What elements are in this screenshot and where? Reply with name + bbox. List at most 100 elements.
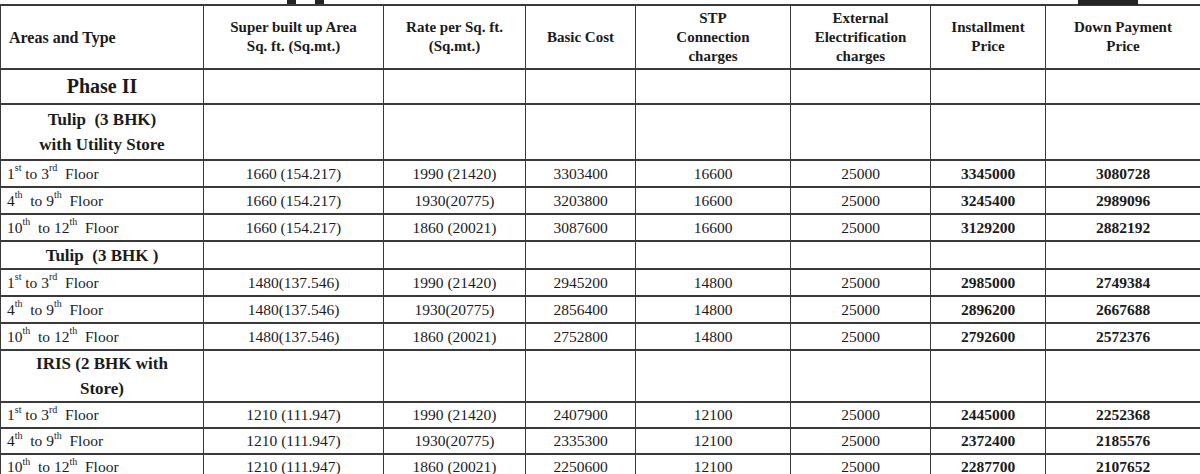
floor-text: 10 [7,219,23,236]
floor-text: Floor [57,406,98,423]
header-line: charges [795,47,926,66]
col-header-areas-and-type: Areas and Type [1,5,204,69]
basic-cost-cell: 2945200 [526,269,636,296]
ordinal-sup: st [15,404,22,415]
section-title-cell: Tulip (3 BHK ) [1,241,204,269]
table-row: 10th to 12th Floor 1660 (154.217) 1860 (… [1,214,1200,241]
empty-cell [526,104,636,160]
empty-cell [931,104,1046,160]
empty-cell [204,104,384,160]
floor-text: Floor [77,458,118,474]
down-payment-price-cell: 2749384 [1046,269,1200,296]
down-payment-price-cell: 2572376 [1046,323,1200,350]
floor-text: to 3 [21,406,49,423]
floor-text: Floor [62,301,103,318]
down-payment-price-cell: 2989096 [1046,187,1200,214]
floor-cell: 10th to 12th Floor [1,214,204,241]
ordinal-sup: th [15,298,23,309]
col-header-basic-cost: Basic Cost [526,5,636,69]
section-line: with Utility Store [5,132,199,157]
empty-cell [636,241,791,269]
col-header-external-electrification: ExternalElectrificationcharges [791,5,931,69]
stp-charges-cell: 14800 [636,269,791,296]
basic-cost-cell: 3203800 [526,187,636,214]
empty-cell [204,69,384,104]
basic-cost-cell: 2407900 [526,402,636,428]
down-payment-price-cell: 2185576 [1046,428,1200,454]
floor-text: Floor [62,432,103,449]
floor-text: to 12 [30,328,69,345]
basic-cost-cell: 2250600 [526,454,636,474]
floor-cell: 4th to 9th Floor [1,187,204,214]
header-line: Electrification [795,28,926,47]
empty-cell [791,350,931,402]
empty-cell [384,350,526,402]
empty-cell [791,104,931,160]
empty-cell [791,241,931,269]
floor-text: Floor [62,192,103,209]
area-cell: 1210 (111.947) [204,454,384,474]
col-header-stp-connection: STPConnectioncharges [636,5,791,69]
header-line: Down Payment [1050,18,1196,37]
rate-cell: 1990 (21420) [384,160,526,187]
section-title-cell: Tulip (3 BHK)with Utility Store [1,104,204,160]
col-header-down-payment-price: Down PaymentPrice [1046,5,1200,69]
header-line: Areas and Type [9,28,199,47]
floor-text: 10 [7,328,23,345]
stp-charges-cell: 14800 [636,296,791,323]
floor-text: to 9 [23,192,54,209]
header-line: External [795,9,926,28]
electrification-charges-cell: 25000 [791,454,931,474]
ordinal-sup: st [15,271,22,282]
floor-text: to 9 [23,432,54,449]
area-cell: 1480(137.546) [204,323,384,350]
table-row: 1st to 3rd Floor 1210 (111.947) 1990 (21… [1,402,1200,428]
floor-cell: 1st to 3rd Floor [1,160,204,187]
ordinal-sup: th [54,298,62,309]
basic-cost-cell: 2856400 [526,296,636,323]
area-cell: 1480(137.546) [204,296,384,323]
floor-text: to 9 [23,301,54,318]
installment-price-cell: 3129200 [931,214,1046,241]
rate-cell: 1930(20775) [384,428,526,454]
area-cell: 1660 (154.217) [204,160,384,187]
section-title-cell: IRIS (2 BHK withStore) [1,350,204,402]
section-line: Tulip (3 BHK) [5,107,199,132]
header-line: Basic Cost [530,28,631,47]
header-line: Sq. ft. (Sq.mt.) [208,37,379,56]
ordinal-sup: th [54,430,62,441]
installment-price-cell: 2372400 [931,428,1046,454]
electrification-charges-cell: 25000 [791,160,931,187]
header-line: Installment [935,18,1041,37]
electrification-charges-cell: 25000 [791,187,931,214]
stp-charges-cell: 12100 [636,454,791,474]
basic-cost-cell: 3303400 [526,160,636,187]
electrification-charges-cell: 25000 [791,323,931,350]
ordinal-sup: th [23,325,31,336]
floor-cell: 1st to 3rd Floor [1,402,204,428]
empty-cell [1046,69,1200,104]
empty-cell [204,350,384,402]
basic-cost-cell: 2335300 [526,428,636,454]
table-row: 10th to 12th Floor 1480(137.546) 1860 (2… [1,323,1200,350]
empty-cell [931,350,1046,402]
header-row: Areas and Type Super built up AreaSq. ft… [1,5,1200,69]
empty-cell [384,241,526,269]
ordinal-sup: th [69,456,77,467]
section-row: IRIS (2 BHK withStore) [1,350,1200,402]
down-payment-price-cell: 3080728 [1046,160,1200,187]
installment-price-cell: 3345000 [931,160,1046,187]
header-line: (Sq.mt.) [388,37,521,56]
rate-cell: 1860 (20021) [384,454,526,474]
table-row: 10th to 12th Floor 1210 (111.947) 1860 (… [1,454,1200,474]
down-payment-price-cell: 2107652 [1046,454,1200,474]
cropped-text-remnant [315,0,324,4]
rate-cell: 1990 (21420) [384,402,526,428]
header-line: Price [935,37,1041,56]
ordinal-sup: rd [49,162,57,173]
ordinal-sup: th [69,325,77,336]
empty-cell [791,69,931,104]
col-header-rate-per-sqft: Rate per Sq. ft.(Sq.mt.) [384,5,526,69]
table-row: 1st to 3rd Floor 1480(137.546) 1990 (214… [1,269,1200,296]
stp-charges-cell: 16600 [636,214,791,241]
